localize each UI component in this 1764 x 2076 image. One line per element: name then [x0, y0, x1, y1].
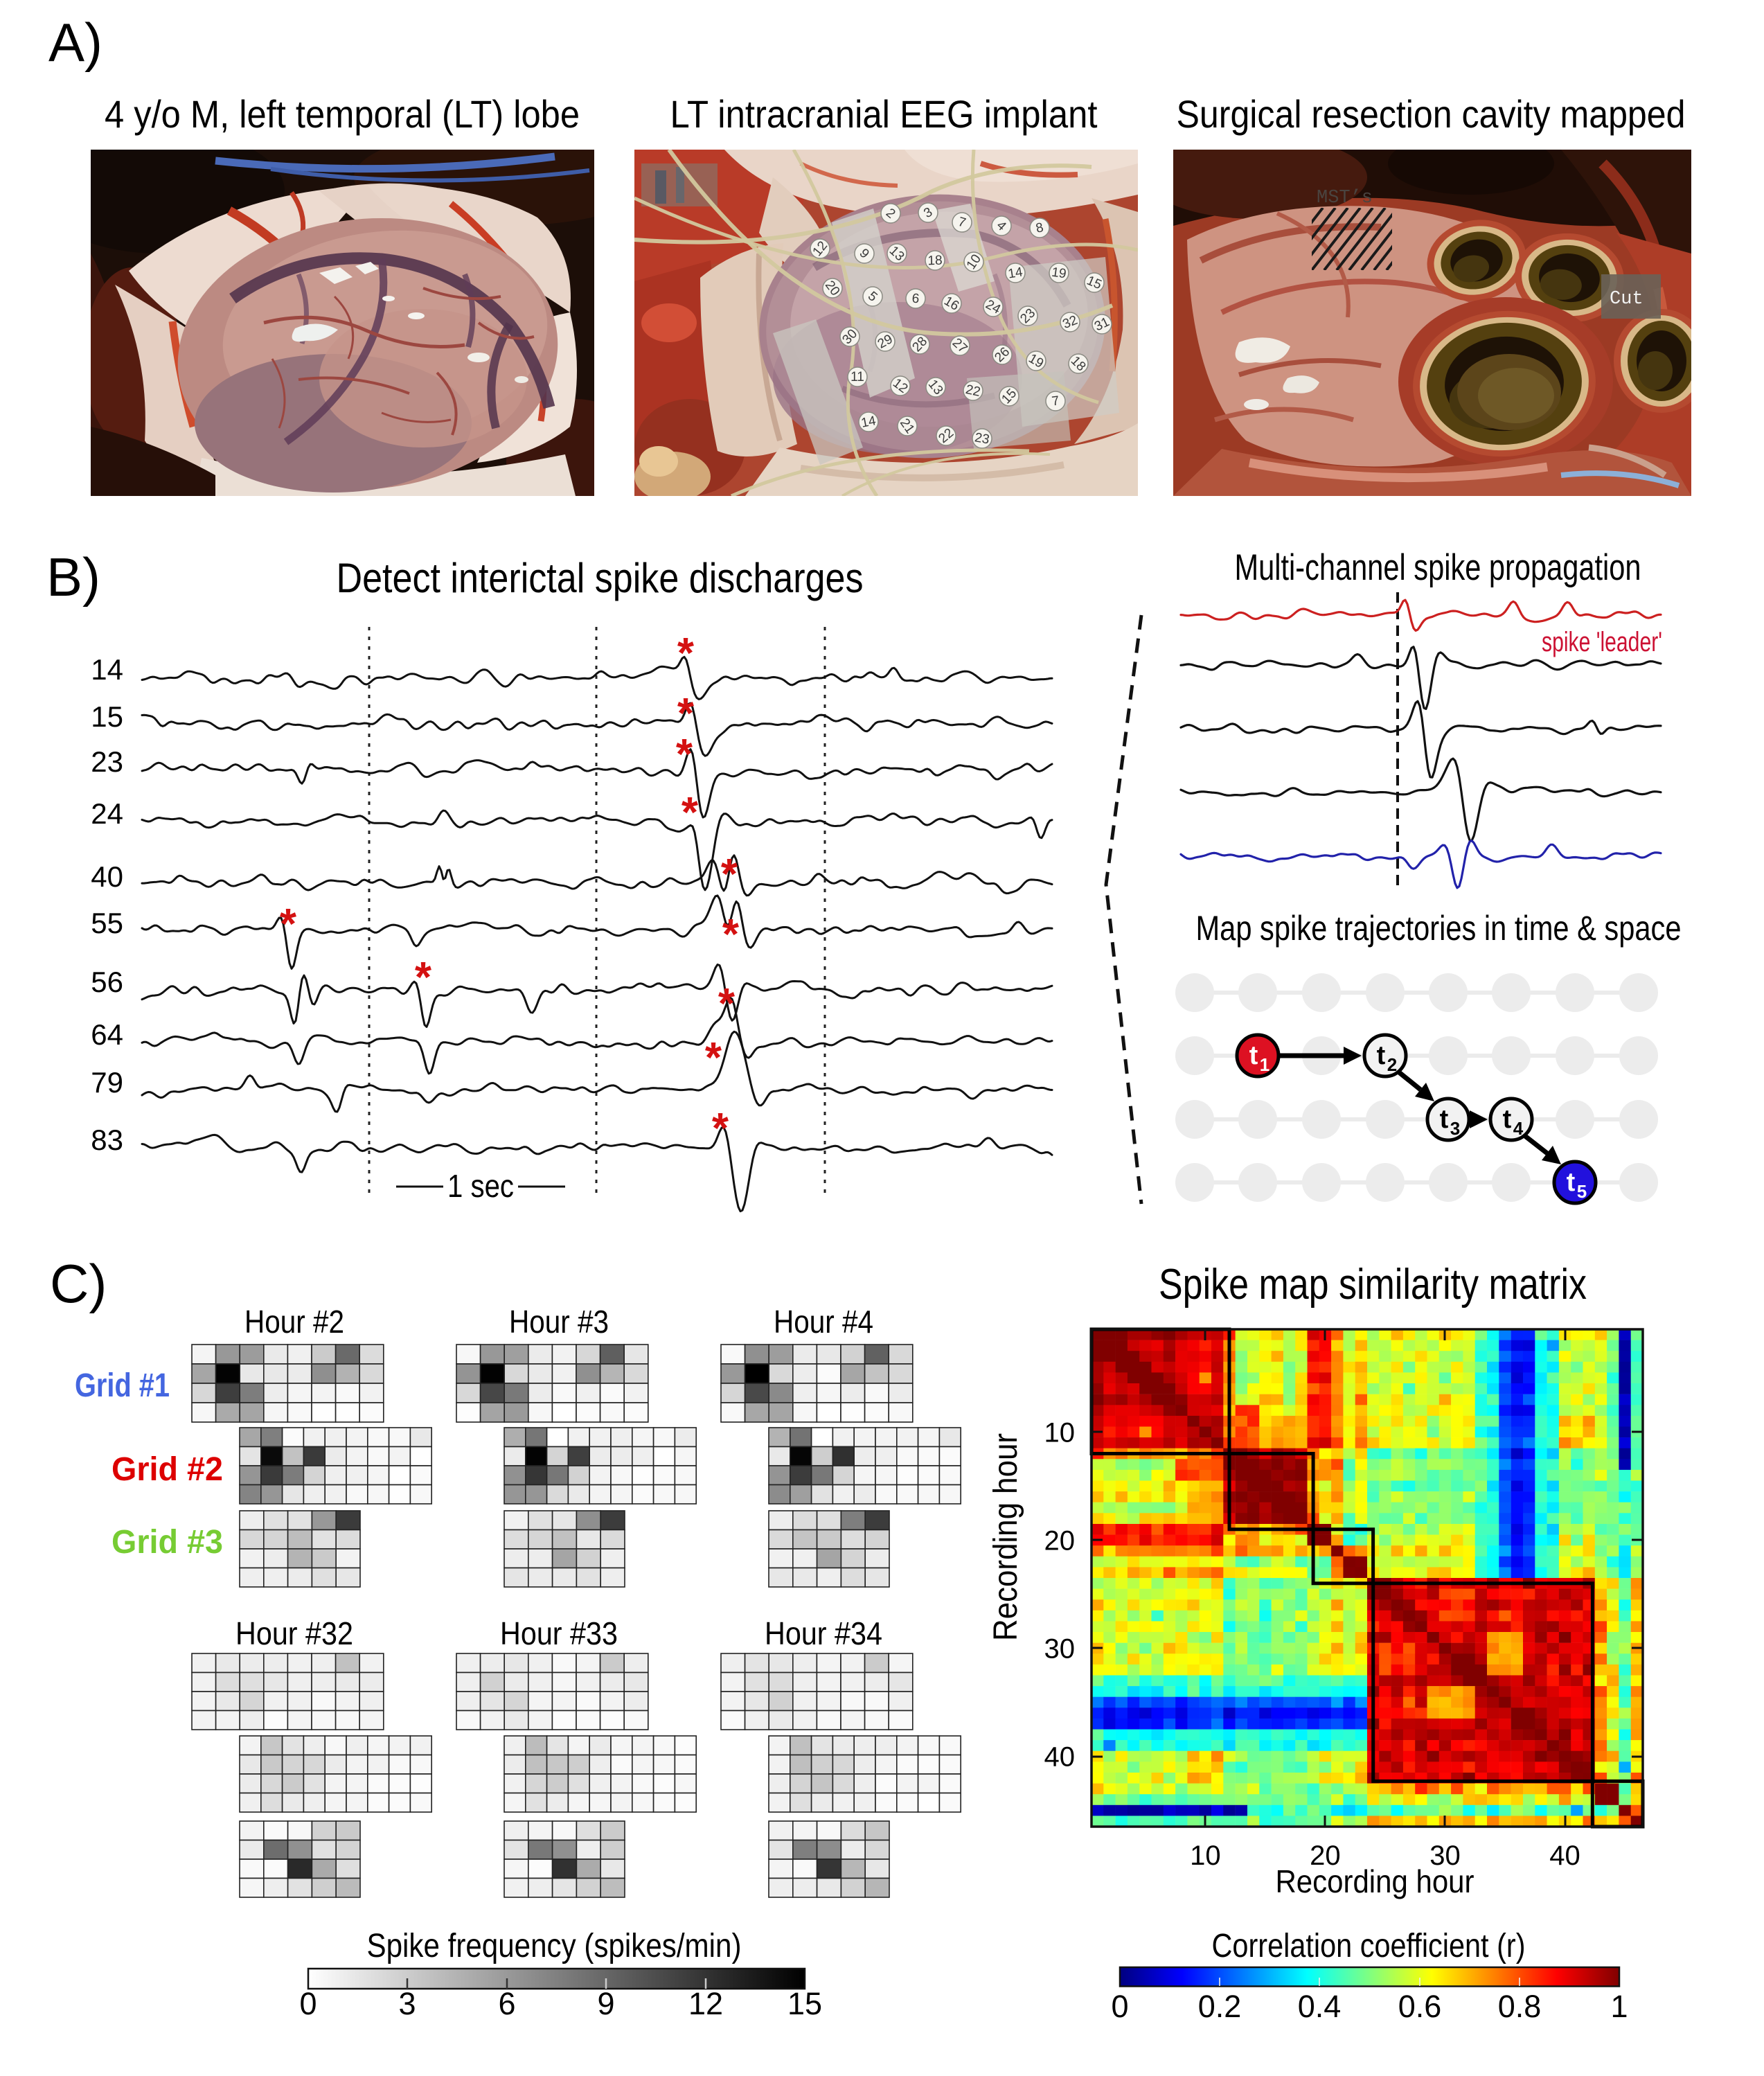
svg-text:9: 9	[597, 1986, 614, 2021]
svg-text:*: *	[677, 630, 695, 677]
svg-text:Surgical resection cavity mapp: Surgical resection cavity mapped	[1177, 92, 1686, 136]
svg-text:Recording hour: Recording hour	[1276, 1863, 1475, 1899]
svg-text:7: 7	[1051, 393, 1060, 409]
svg-text:B): B)	[46, 547, 100, 607]
svg-text:40: 40	[91, 860, 123, 893]
svg-text:spike 'leader': spike 'leader'	[1542, 627, 1662, 657]
svg-text:10: 10	[1044, 1417, 1076, 1448]
svg-text:64: 64	[91, 1018, 123, 1051]
svg-text:Grid #3: Grid #3	[112, 1524, 223, 1561]
svg-text:2: 2	[1387, 1054, 1397, 1075]
svg-text:10: 10	[1190, 1840, 1221, 1871]
svg-text:Map spike trajectories in time: Map spike trajectories in time & space	[1196, 909, 1682, 948]
svg-text:Hour #32: Hour #32	[235, 1615, 353, 1651]
svg-text:*: *	[677, 690, 695, 738]
svg-text:Hour #34: Hour #34	[765, 1615, 882, 1651]
svg-text:40: 40	[1044, 1742, 1076, 1773]
svg-text:55: 55	[91, 907, 123, 939]
svg-text:14: 14	[860, 414, 877, 431]
svg-text:4 y/o M, left temporal (LT) lo: 4 y/o M, left temporal (LT) lobe	[105, 92, 580, 136]
svg-text:6: 6	[498, 1986, 515, 2021]
svg-text:56: 56	[91, 966, 123, 998]
svg-text:Detect interictal spike discha: Detect interictal spike discharges	[337, 555, 864, 601]
svg-text:Cut: Cut	[1610, 289, 1643, 310]
svg-text:22: 22	[964, 382, 981, 400]
svg-text:83: 83	[91, 1124, 123, 1156]
svg-text:23: 23	[974, 430, 990, 447]
svg-text:12: 12	[688, 1986, 723, 2021]
svg-text:0.4: 0.4	[1298, 1989, 1342, 2024]
svg-text:14: 14	[1007, 265, 1024, 281]
svg-text:4: 4	[1513, 1118, 1524, 1139]
svg-text:*: *	[722, 911, 740, 959]
svg-text:Multi-channel spike propagatio: Multi-channel spike propagation	[1235, 547, 1641, 588]
svg-text:40: 40	[1549, 1840, 1580, 1871]
svg-text:Correlation coefficient (r): Correlation coefficient (r)	[1212, 1928, 1526, 1964]
svg-text:Hour #33: Hour #33	[500, 1615, 618, 1651]
svg-text:Grid #1: Grid #1	[75, 1367, 170, 1404]
svg-text:Grid #2: Grid #2	[112, 1451, 223, 1488]
svg-text:Spike map similarity matrix: Spike map similarity matrix	[1159, 1261, 1587, 1308]
svg-text:30: 30	[1044, 1633, 1076, 1664]
svg-text:*: *	[721, 851, 738, 898]
svg-text:0.8: 0.8	[1498, 1989, 1542, 2024]
svg-text:LT intracranial EEG implant: LT intracranial EEG implant	[670, 92, 1098, 136]
svg-text:Hour #3: Hour #3	[509, 1304, 609, 1340]
svg-text:0.6: 0.6	[1398, 1989, 1442, 2024]
svg-text:79: 79	[91, 1066, 123, 1099]
svg-text:*: *	[681, 789, 699, 837]
svg-text:Recording hour: Recording hour	[988, 1433, 1024, 1641]
svg-text:19: 19	[1051, 265, 1067, 282]
svg-text:3: 3	[1450, 1118, 1460, 1139]
svg-text:Hour #4: Hour #4	[774, 1304, 873, 1340]
svg-text:23: 23	[91, 745, 123, 778]
svg-text:t: t	[1377, 1041, 1386, 1070]
svg-text:8: 8	[1035, 220, 1045, 236]
svg-text:t: t	[1567, 1168, 1576, 1197]
svg-text:*: *	[718, 980, 736, 1028]
svg-text:14: 14	[91, 653, 123, 686]
svg-text:*: *	[676, 731, 693, 779]
svg-text:*: *	[712, 1105, 729, 1153]
svg-text:15: 15	[91, 700, 123, 733]
svg-text:18: 18	[927, 254, 943, 269]
svg-text:30: 30	[1429, 1840, 1461, 1871]
svg-text:Hour #2: Hour #2	[244, 1304, 344, 1340]
svg-text:15: 15	[787, 1986, 822, 2021]
svg-text:0.2: 0.2	[1198, 1989, 1242, 2024]
svg-text:t: t	[1503, 1105, 1512, 1134]
svg-text:3: 3	[398, 1986, 416, 2021]
svg-text:C): C)	[50, 1253, 107, 1314]
svg-text:1: 1	[1260, 1054, 1269, 1075]
svg-text:1: 1	[1610, 1989, 1628, 2024]
svg-text:0: 0	[299, 1986, 317, 2021]
svg-text:*: *	[415, 954, 432, 1002]
svg-text:24: 24	[91, 797, 123, 830]
svg-text:20: 20	[1044, 1525, 1076, 1556]
svg-text:*: *	[705, 1034, 722, 1082]
svg-text:5: 5	[1577, 1181, 1587, 1202]
svg-text:11: 11	[850, 370, 864, 384]
svg-text:t: t	[1440, 1105, 1449, 1134]
svg-text:*: *	[280, 901, 297, 948]
svg-text:20: 20	[1310, 1840, 1341, 1871]
svg-text:0: 0	[1111, 1989, 1128, 2024]
svg-text:1 sec: 1 sec	[447, 1168, 514, 1204]
svg-text:t: t	[1249, 1041, 1258, 1070]
svg-text:6: 6	[911, 292, 920, 307]
svg-text:MST’s: MST’s	[1317, 188, 1373, 209]
svg-text:A): A)	[48, 12, 103, 73]
svg-text:Spike frequency (spikes/min): Spike frequency (spikes/min)	[367, 1928, 742, 1964]
